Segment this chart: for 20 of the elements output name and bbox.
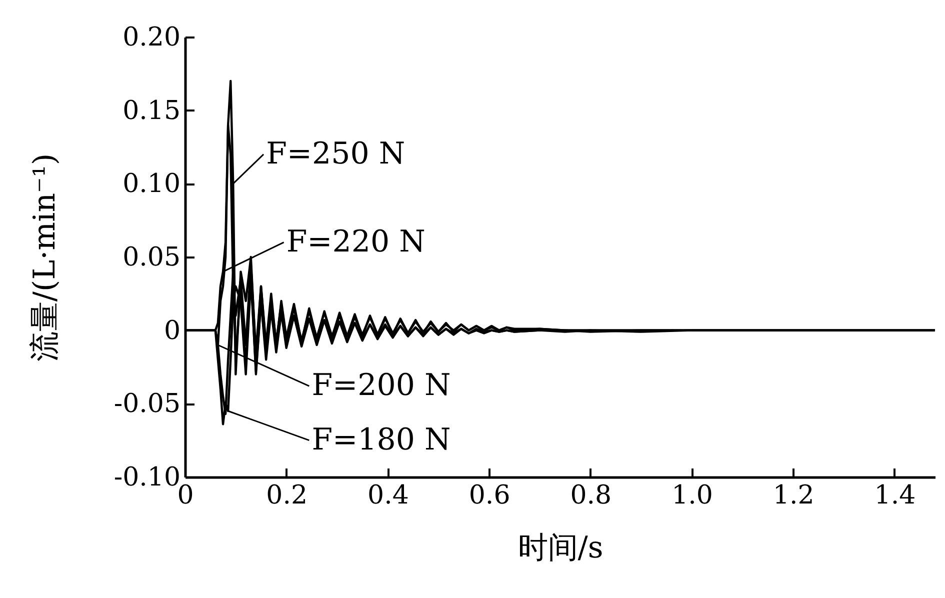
legend-label: F=200 N	[312, 368, 451, 404]
y-tick-label: 0	[164, 316, 180, 346]
x-tick-label: 0.8	[570, 480, 612, 510]
x-tick-label: 1.2	[772, 480, 814, 510]
x-tick-label: 0.4	[368, 480, 409, 510]
x-tick-label: 0.6	[468, 480, 510, 510]
y-tick-label: 0.10	[122, 169, 180, 200]
y-tick-label: -0.05	[114, 389, 180, 420]
y-tick-label: 0.20	[122, 22, 180, 52]
x-tick-label: 1.4	[874, 480, 916, 510]
y-tick-label: 0.05	[122, 242, 180, 272]
legend-label: F=180 N	[312, 422, 451, 458]
legend-label: F=220 N	[286, 224, 426, 260]
x-tick-label: 0.2	[266, 480, 308, 510]
y-tick-label: -0.10	[114, 462, 180, 492]
x-axis-title: 时间/s	[518, 530, 604, 566]
legend-label: F=250 N	[266, 136, 406, 172]
y-tick-label: 0.15	[122, 96, 180, 126]
x-tick-label: 1.0	[672, 480, 713, 510]
y-axis-title: 流量/(L·min⁻¹)	[28, 153, 62, 362]
